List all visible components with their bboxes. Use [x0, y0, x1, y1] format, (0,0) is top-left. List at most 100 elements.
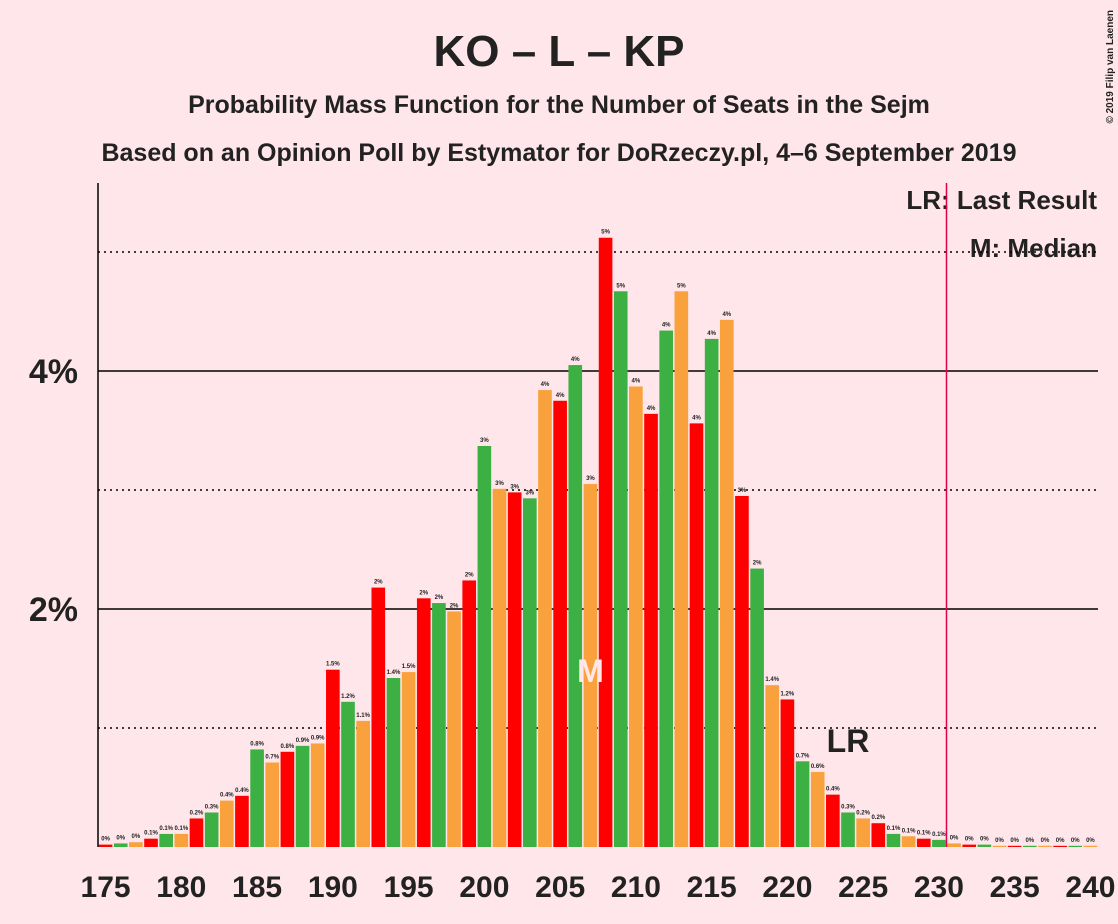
- data-label: 0.1%: [887, 826, 901, 832]
- data-label: 3%: [480, 438, 489, 444]
- bar: [901, 836, 916, 847]
- data-label: 4%: [571, 357, 580, 363]
- data-label: 0.2%: [871, 815, 885, 821]
- bar: [947, 843, 961, 847]
- x-tick-label: 190: [308, 871, 358, 904]
- bar: [1023, 845, 1037, 847]
- data-label: 0.4%: [235, 788, 249, 794]
- legend-entry: LR: Last Result: [906, 185, 1097, 215]
- data-label: 0.1%: [144, 831, 158, 837]
- bar: [98, 844, 113, 847]
- data-label: 4%: [692, 415, 701, 421]
- x-tick-label: 205: [535, 871, 585, 904]
- y-tick-label: 4%: [29, 353, 78, 391]
- data-label: 0.1%: [174, 826, 188, 832]
- data-label: 0%: [965, 837, 974, 843]
- data-label: 0.1%: [159, 826, 173, 832]
- bar: [416, 598, 431, 847]
- data-label: 2%: [450, 603, 459, 609]
- bar: [326, 669, 340, 847]
- data-label: 0%: [101, 837, 110, 843]
- data-label: 0.9%: [311, 735, 325, 741]
- bar: [629, 386, 643, 847]
- bar: [598, 237, 613, 848]
- bar: [735, 495, 749, 847]
- bar: [189, 818, 204, 847]
- bar: [810, 772, 825, 847]
- data-label: 3%: [738, 488, 747, 494]
- bar: [341, 701, 355, 847]
- data-label: 2%: [419, 590, 428, 596]
- bar: [295, 745, 310, 847]
- bar: [765, 685, 780, 847]
- bar: [856, 818, 870, 847]
- bar: [280, 751, 295, 847]
- data-label: 1.2%: [781, 691, 795, 697]
- data-label: 0.7%: [265, 755, 279, 761]
- data-label: 2%: [374, 580, 383, 586]
- bar: [1083, 845, 1098, 847]
- data-label: 4%: [707, 331, 716, 337]
- bar: [113, 843, 128, 847]
- data-label: 0%: [1041, 838, 1050, 844]
- bar: [962, 844, 977, 847]
- data-label: 0.1%: [932, 832, 946, 838]
- data-label: 1.4%: [387, 670, 401, 676]
- data-label: 3%: [586, 476, 595, 482]
- data-label: 0%: [1010, 838, 1019, 844]
- data-label: 0%: [950, 835, 959, 841]
- legend-entry: M: Median: [970, 233, 1097, 263]
- bar: [613, 291, 628, 847]
- data-label: 4%: [556, 393, 565, 399]
- data-label: 4%: [662, 323, 671, 329]
- bar: [492, 488, 507, 847]
- bar: [250, 749, 264, 847]
- data-label: 0.3%: [205, 804, 219, 810]
- data-label: 4%: [647, 406, 656, 412]
- data-label: 0%: [1056, 838, 1065, 844]
- x-tick-label: 215: [687, 871, 737, 904]
- bar: [780, 699, 795, 847]
- median-marker: M: [577, 653, 604, 689]
- data-label: 0%: [116, 835, 125, 841]
- data-label: 5%: [601, 230, 610, 236]
- data-label: 1.4%: [765, 677, 779, 683]
- data-label: 0.4%: [826, 787, 840, 793]
- data-label: 0.9%: [296, 738, 310, 744]
- bar: [1068, 845, 1083, 847]
- bar: [507, 492, 522, 847]
- chart-subtitle: Probability Mass Function for the Number…: [188, 91, 930, 119]
- data-label: 1.2%: [341, 694, 355, 700]
- data-label: 0%: [995, 838, 1004, 844]
- data-label: 0.7%: [796, 753, 810, 759]
- bar: [886, 833, 901, 847]
- x-tick-label: 180: [156, 871, 206, 904]
- x-tick-label: 175: [81, 871, 131, 904]
- bar: [432, 603, 446, 847]
- bar: [174, 833, 189, 847]
- bar: [841, 812, 855, 847]
- x-tick-label: 195: [384, 871, 434, 904]
- y-tick-label: 2%: [29, 591, 78, 629]
- data-label: 1.1%: [356, 713, 370, 719]
- bar: [689, 423, 704, 847]
- bar: [977, 844, 992, 847]
- bar: [719, 319, 734, 847]
- data-label: 4%: [722, 312, 731, 318]
- bar: [795, 761, 810, 847]
- x-tick-label: 230: [914, 871, 964, 904]
- x-tick-label: 210: [611, 871, 661, 904]
- bar: [1053, 845, 1067, 847]
- data-label: 0%: [132, 834, 141, 840]
- data-label: 5%: [616, 283, 625, 289]
- chart-title: KO – L – KP: [433, 27, 684, 76]
- bar: [356, 720, 370, 847]
- bar: [553, 400, 567, 847]
- bar: [1007, 845, 1022, 847]
- chart-subtitle: Based on an Opinion Poll by Estymator fo…: [101, 139, 1016, 167]
- bar: [583, 484, 598, 847]
- copyright: © 2019 Filip van Laenen: [1105, 10, 1116, 124]
- bar: [932, 839, 946, 847]
- data-label: 0.3%: [841, 804, 855, 810]
